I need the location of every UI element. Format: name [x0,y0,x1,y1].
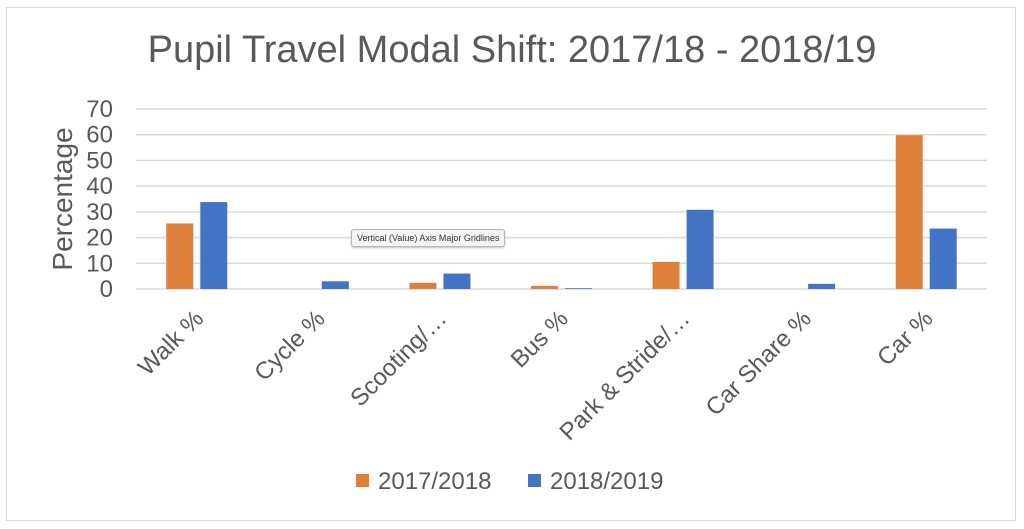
bar[interactable] [652,262,680,289]
bar[interactable] [686,209,714,289]
y-tick-label: 60 [86,122,113,149]
bar[interactable] [808,283,836,289]
x-tick-label: Walk % [133,305,209,381]
bar[interactable] [531,285,558,289]
y-axis-title[interactable]: Percentage [47,127,78,270]
y-tick-label: 30 [86,199,113,226]
x-tick-label: Park & Stride/… [555,305,696,446]
bars[interactable] [166,135,957,289]
gridlines-tooltip: Vertical (Value) Axis Major Gridlines [351,229,506,247]
bar[interactable] [929,228,957,289]
bar[interactable] [895,135,923,289]
legend-swatch [528,474,541,487]
y-tick-label: 10 [86,250,113,277]
legend-swatch [356,474,369,487]
legend[interactable]: 2017/2018 2018/2019 [356,468,663,495]
x-tick-label: Scooting/… [345,305,452,412]
y-tick-label: 0 [100,276,113,303]
bar[interactable] [409,282,437,289]
gridlines[interactable] [136,108,987,290]
bar[interactable] [565,288,592,289]
y-tick-label: 40 [86,173,113,200]
legend-label: 2017/2018 [378,468,491,495]
x-tick-label: Bus % [506,305,574,373]
x-tick-label: Cycle % [249,305,330,386]
legend-label: 2018/2019 [550,468,663,495]
x-tick-label: Car Share % [701,305,817,421]
y-tick-label: 50 [86,147,113,174]
bar[interactable] [443,273,471,289]
bar[interactable] [200,202,228,289]
y-tick-label: 70 [86,96,113,123]
x-axis-tick-labels[interactable]: Walk % Cycle % Scooting/… Bus %Park & Strid… [133,305,938,446]
chart-title[interactable]: Pupil Travel Modal Shift: 2017/18 - 2018… [148,29,877,71]
y-tick-label: 20 [86,225,113,252]
bar[interactable] [321,281,349,289]
x-tick-label: Car % [872,305,938,371]
bar[interactable] [166,223,194,289]
